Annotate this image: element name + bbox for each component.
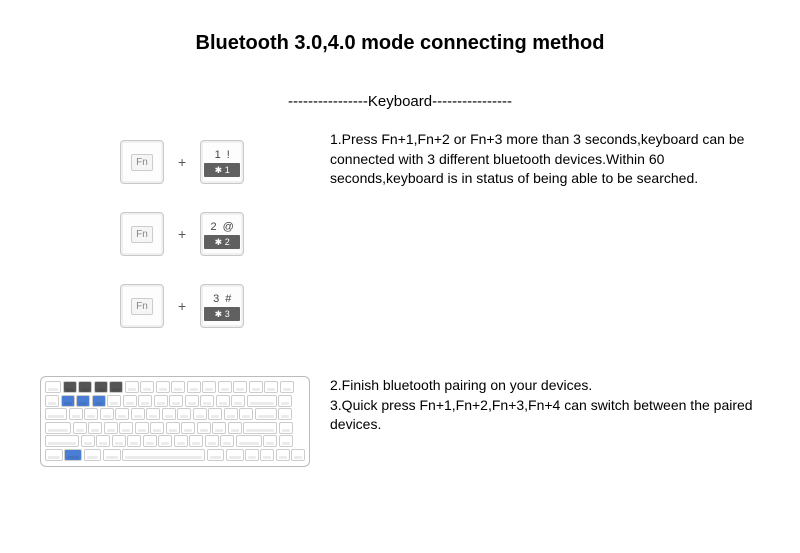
bluetooth-icon: ✱ 3 [215, 309, 230, 320]
fn-key-icon: Fn [120, 284, 164, 328]
key-combos-column: Fn + 1 ! ✱ 1 Fn + 2 @ [20, 130, 330, 356]
key-combo-2: Fn + 2 @ ✱ 2 [120, 212, 330, 256]
instruction-text-2: 2.Finish bluetooth pairing on your devic… [330, 376, 780, 396]
bluetooth-icon: ✱ 1 [215, 165, 230, 176]
section-header: ----------------Keyboard---------------- [0, 93, 800, 110]
instruction-row-2: 2.Finish bluetooth pairing on your devic… [0, 376, 800, 467]
fn-key-icon: Fn [120, 212, 164, 256]
number-key-2: 2 @ ✱ 2 [200, 212, 244, 256]
plus-icon: + [178, 298, 186, 314]
bluetooth-icon: ✱ 2 [215, 237, 230, 248]
page-title: Bluetooth 3.0,4.0 mode connecting method [0, 0, 800, 65]
instruction-text-1: 1.Press Fn+1,Fn+2 or Fn+3 more than 3 se… [330, 130, 780, 189]
plus-icon: + [178, 154, 186, 170]
instruction-text-bottom: 2.Finish bluetooth pairing on your devic… [330, 376, 780, 435]
instruction-text-3: 3.Quick press Fn+1,Fn+2,Fn+3,Fn+4 can sw… [330, 396, 780, 435]
key-combo-1: Fn + 1 ! ✱ 1 [120, 140, 330, 184]
keyboard-illustration [40, 376, 310, 467]
instruction-row-1: Fn + 1 ! ✱ 1 Fn + 2 @ [0, 130, 800, 356]
key-combo-3: Fn + 3 # ✱ 3 [120, 284, 330, 328]
number-key-1: 1 ! ✱ 1 [200, 140, 244, 184]
plus-icon: + [178, 226, 186, 242]
number-key-3: 3 # ✱ 3 [200, 284, 244, 328]
fn-key-icon: Fn [120, 140, 164, 184]
